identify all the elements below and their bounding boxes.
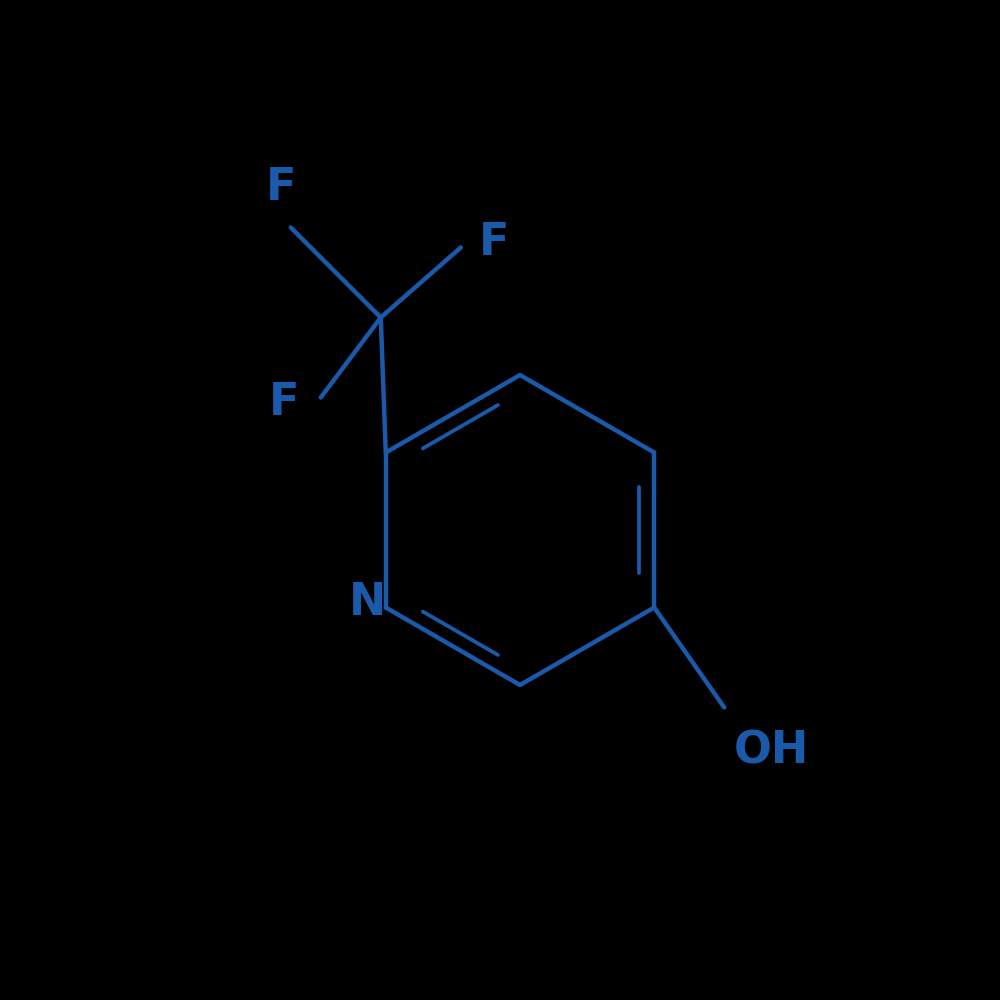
Text: F: F [479, 221, 509, 264]
Text: OH: OH [734, 730, 809, 773]
Text: N: N [349, 581, 386, 624]
Text: F: F [266, 166, 296, 210]
Text: F: F [268, 381, 299, 424]
